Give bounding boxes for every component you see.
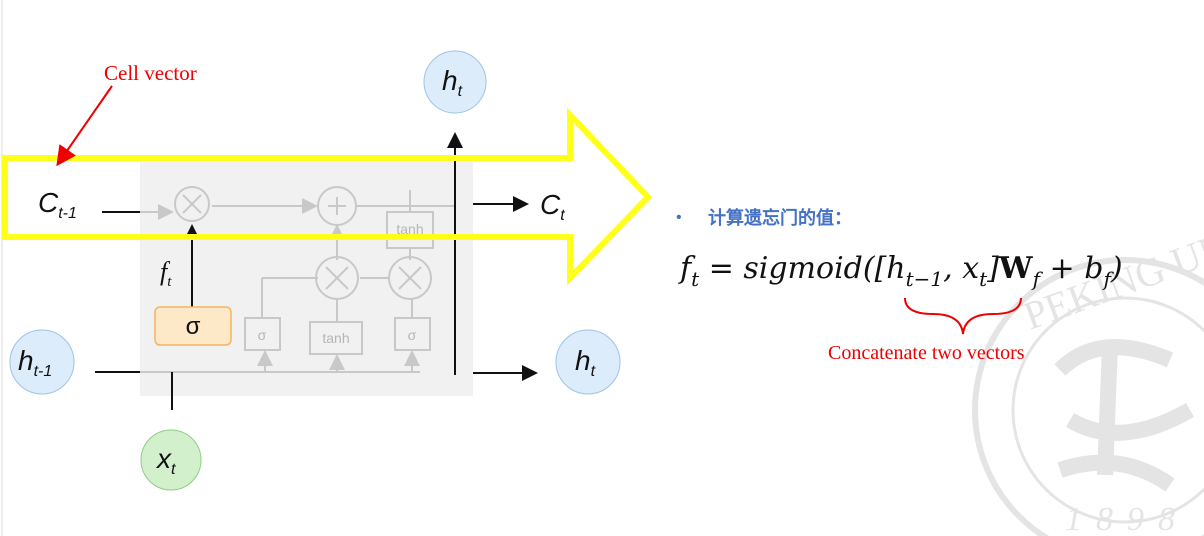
flow-lines xyxy=(95,132,538,410)
formula-subscript: t xyxy=(691,267,700,291)
formula-part: ) xyxy=(1110,251,1123,286)
annotation-arrow xyxy=(56,85,113,167)
node-circle xyxy=(423,50,487,114)
formula-part: = sigmoid([ xyxy=(699,251,886,286)
bullet-dot: • xyxy=(676,209,682,226)
forget-gate xyxy=(154,306,232,346)
formula-part: + xyxy=(1040,251,1084,286)
gate-label: tanh xyxy=(396,221,423,237)
bullet-text: 计算遗忘门的值： xyxy=(708,207,852,229)
gate-label: tanh xyxy=(322,330,349,346)
cell-state-arrow xyxy=(2,107,653,286)
node-label: Ct xyxy=(540,189,565,224)
formula-part: , xyxy=(943,251,962,286)
formula-subscript: t xyxy=(979,267,988,291)
formula-part: ] xyxy=(986,251,999,286)
node-label: ht xyxy=(442,65,463,100)
node-label: ht xyxy=(575,345,596,380)
formula-part: b xyxy=(1084,251,1103,286)
node-circle xyxy=(140,429,202,491)
annotation: Cell vector xyxy=(104,61,197,85)
node-circle xyxy=(555,329,621,395)
gate-label: σ xyxy=(258,327,267,343)
formula-part: x xyxy=(962,251,979,286)
formula: ft = sigmoid([ht−1, xt]Wf + bf) xyxy=(678,251,1123,291)
node-label: Ct-1 xyxy=(38,187,77,222)
brace-label: Concatenate two vectors xyxy=(828,342,1025,364)
node-circle xyxy=(9,329,75,395)
gate-label: σ xyxy=(408,327,417,343)
watermark-year: 1898 xyxy=(1065,501,1189,536)
node-label: ft xyxy=(160,257,172,290)
formula-subscript: t−1 xyxy=(906,267,944,291)
brace xyxy=(904,297,1022,335)
node-label: xt xyxy=(155,443,176,478)
formula-part: W xyxy=(998,251,1034,286)
gate-label: σ xyxy=(186,313,201,340)
formula-part: h xyxy=(886,251,905,286)
cell-internals xyxy=(140,186,455,373)
node-label: ht-1 xyxy=(18,345,52,380)
